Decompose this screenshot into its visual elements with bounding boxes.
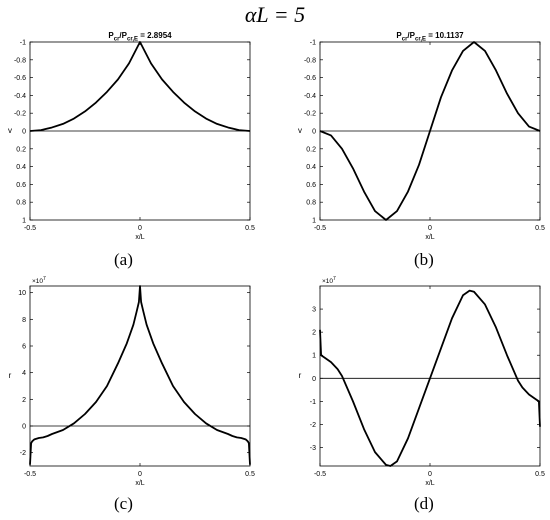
series-line-1	[29, 41, 251, 132]
chart-title-part: P	[108, 31, 114, 40]
y-tick-label: 0.6	[306, 182, 316, 189]
y-tick-label: 2	[312, 330, 316, 337]
x-tick-label: -0.5	[24, 471, 36, 478]
chart-title-part: /P	[407, 31, 415, 40]
y-tick-label: -1	[20, 40, 26, 47]
x-tick-label: 0.5	[245, 225, 255, 232]
chart-title-part: = 10.1137	[426, 31, 464, 40]
chart-title-part: cr,E	[127, 37, 138, 43]
panel-label-a: (a)	[114, 250, 133, 269]
x-tick-label: -0.5	[24, 225, 36, 232]
y-tick-label: 0	[312, 376, 316, 383]
y-tick-label: -0.6	[14, 75, 26, 82]
y-tick-label: 8	[22, 317, 26, 324]
x-tick-label: 0	[138, 471, 142, 478]
x-tick-label: 0	[428, 471, 432, 478]
y-tick-label: 0	[312, 129, 316, 136]
y-tick-label: 0	[22, 424, 26, 431]
chart-panel-1: -0.5 0 0.5 -1 -0.8 -0.6 -0.4 -0.2 0 0.2 0.4 0.6 0.8 1…	[8, 31, 255, 241]
chart-title: Pcr/Pcr,E = 10.1137	[396, 31, 464, 43]
x-tick-label: -0.5	[314, 225, 326, 232]
x-axis-label: x/L	[425, 234, 434, 241]
y-exponent-base: ×10	[322, 278, 333, 285]
y-tick-label: 1	[22, 218, 26, 225]
y-axis-label: v	[8, 126, 12, 135]
y-tick-label: -1	[310, 399, 316, 406]
y-exponent-power: 7	[43, 276, 46, 282]
y-tick-label: 0.8	[306, 200, 316, 207]
y-tick-label: -0.2	[304, 111, 316, 118]
y-exponent-base: ×10	[32, 278, 43, 285]
y-tick-label: 0.6	[16, 182, 26, 189]
chart-title: Pcr/Pcr,E = 2.8954	[108, 31, 172, 43]
chart-title-part: = 2.8954	[138, 31, 172, 40]
y-tick-label: -2	[310, 422, 316, 429]
chart-title-part: /P	[119, 31, 127, 40]
y-tick-label: 0.4	[306, 164, 316, 171]
series-line-1	[319, 289, 541, 467]
series-line-1	[319, 41, 541, 221]
y-tick-label: 10	[18, 290, 26, 297]
y-tick-label: -0.8	[304, 57, 316, 64]
y-tick-label: -0.8	[14, 57, 26, 64]
y-tick-label: 1	[312, 353, 316, 360]
x-axis-label: x/L	[135, 234, 144, 241]
y-axis-label: v	[298, 126, 302, 135]
x-tick-label: 0.5	[245, 471, 255, 478]
x-tick-label: 0.5	[535, 225, 545, 232]
y-exponent-label: ×107	[322, 276, 336, 285]
x-tick-label: -0.5	[314, 471, 326, 478]
chart-title-part: cr	[114, 37, 120, 43]
chart-title-part: cr,E	[415, 37, 426, 43]
y-tick-label: -0.6	[304, 75, 316, 82]
y-axis-label: r	[299, 371, 302, 380]
chart-panel-2: -0.5 0 0.5 -1 -0.8 -0.6 -0.4 -0.2 0 0.2 0.4 0.6 0.8 1…	[298, 31, 545, 241]
y-tick-label: 0	[22, 129, 26, 136]
y-tick-label: 0.2	[306, 146, 316, 153]
y-tick-label: 0.4	[16, 164, 26, 171]
chart-panel-3: -0.5 0 0.5 -2 0 2 4 6 8 10 x/L r ×107	[9, 276, 255, 487]
chart-title-part: P	[396, 31, 402, 40]
y-tick-label: 2	[22, 397, 26, 404]
x-tick-label: 0.5	[535, 471, 545, 478]
axes-frame	[29, 285, 251, 467]
y-axis-label: r	[9, 371, 12, 380]
y-tick-label: 0.8	[16, 200, 26, 207]
y-tick-label: 1	[312, 218, 316, 225]
y-tick-label: -0.4	[304, 93, 316, 100]
x-axis-label: x/L	[425, 480, 434, 487]
panel-label-c: (c)	[114, 494, 133, 513]
y-exponent-label: ×107	[32, 276, 46, 285]
y-tick-label: 4	[22, 370, 26, 377]
y-tick-label: 3	[312, 307, 316, 314]
chart-title-part: cr	[402, 37, 408, 43]
y-exponent-power: 7	[333, 276, 336, 282]
chart-panel-4: -0.5 0 0.5 -3 -2 -1 0 1 2 3 x/L r ×107	[299, 276, 545, 487]
y-tick-label: -2	[20, 450, 26, 457]
y-tick-label: -3	[310, 445, 316, 452]
series-line-1	[29, 285, 251, 465]
panel-label-d: (d)	[414, 494, 434, 513]
x-tick-label: 0	[428, 225, 432, 232]
y-tick-label: -0.2	[14, 111, 26, 118]
y-tick-label: -0.4	[14, 93, 26, 100]
figure-title: αL = 5	[244, 2, 306, 27]
y-tick-label: 6	[22, 344, 26, 351]
x-tick-label: 0	[138, 225, 142, 232]
y-tick-label: 0.2	[16, 146, 26, 153]
x-axis-label: x/L	[135, 480, 144, 487]
y-tick-label: -1	[310, 40, 316, 47]
panel-label-b: (b)	[414, 250, 434, 269]
